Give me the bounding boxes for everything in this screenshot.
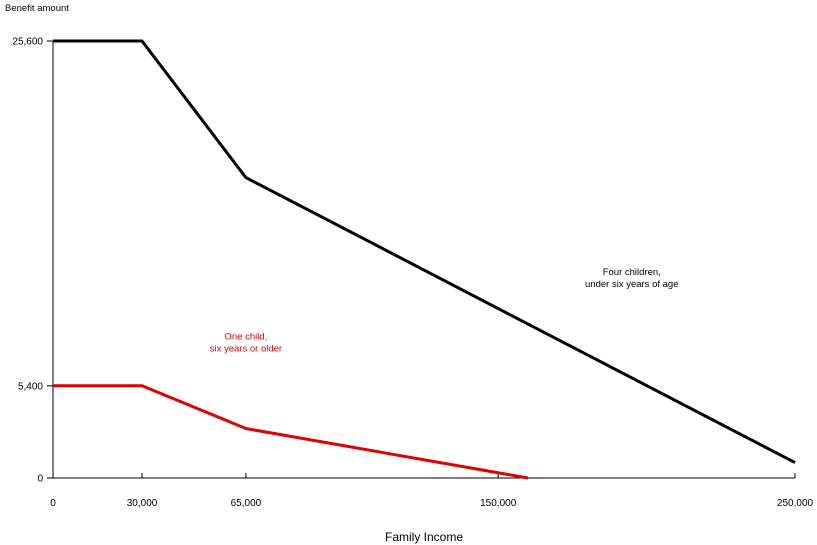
series-annotation-2: One child, six years or older [210,332,282,355]
series-annotation-1: Four children, under six years of age [585,267,678,290]
y-tick-label: 5,400 [18,381,43,392]
x-tick-label: 250,000 [777,498,814,509]
annotations: Four children, under six years of age One … [210,267,679,355]
x-tick-label: 30,000 [127,498,158,509]
x-tick-label: 150,000 [480,498,517,509]
y-tick-label: 0 [37,474,43,485]
x-axis-title: Family Income [385,530,463,544]
series-line-1 [53,39,796,464]
y-axis-title: Benefit amount [5,3,69,14]
y-ticks: 0 5,400 25,600 [12,37,53,485]
series-line-2 [53,384,529,480]
series-lines [53,39,796,480]
x-tick-label: 65,000 [231,498,262,509]
x-tick-label: 0 [50,498,56,509]
y-tick-label: 25,600 [12,37,43,48]
axes [52,41,795,479]
